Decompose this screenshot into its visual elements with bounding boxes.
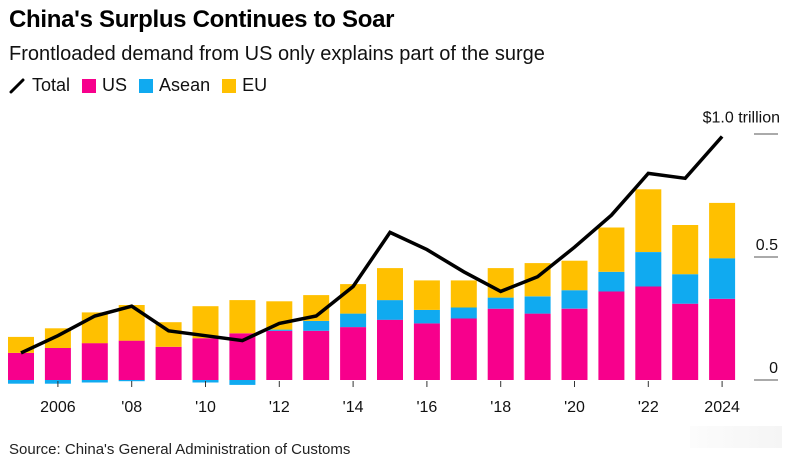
bar-eu-2022 <box>635 189 662 252</box>
bar-eu-2023 <box>672 225 699 275</box>
y-tick-label: 0 <box>769 360 778 377</box>
x-tick-label: '08 <box>121 399 142 416</box>
x-tick-label: '22 <box>638 399 659 416</box>
watermark <box>690 426 782 448</box>
bar-asean-2015 <box>377 300 403 320</box>
bar-us-2007 <box>81 343 108 380</box>
bar-us-2015 <box>377 319 403 380</box>
bar-us-2018 <box>487 308 514 380</box>
square-icon-us <box>82 78 97 93</box>
bar-eu-2024 <box>709 202 736 259</box>
y-tick-label: 0.5 <box>756 237 778 254</box>
chart-title: China's Surplus Continues to Soar <box>9 6 395 33</box>
bar-us-2020 <box>561 308 588 380</box>
chart-subtitle: Frontloaded demand from US only explains… <box>9 43 545 65</box>
x-tick-label: '14 <box>343 399 364 416</box>
bar-asean-2019 <box>524 296 551 314</box>
bar-asean-2023 <box>672 274 699 304</box>
bar-eu-2020 <box>561 260 588 291</box>
bar-asean-2012 <box>266 329 293 331</box>
bar-us-2016 <box>413 323 440 380</box>
x-tick-label: '20 <box>564 399 585 416</box>
bar-us-2022 <box>635 286 662 380</box>
bar-asean-2008 <box>118 380 145 382</box>
bar-us-2009 <box>155 346 182 380</box>
legend-label-asean: Asean <box>159 75 211 95</box>
x-tick-label: '10 <box>195 399 216 416</box>
bar-asean-2020 <box>561 290 588 309</box>
bar-eu-2011 <box>229 300 256 334</box>
annotation-label: $1.0 trillion <box>703 109 780 126</box>
x-tick-label: 2006 <box>40 399 76 416</box>
line-total <box>20 135 724 355</box>
bar-us-2006 <box>44 348 71 380</box>
legend-item-total: Total <box>9 75 70 96</box>
bar-asean-2022 <box>635 252 662 287</box>
bar-eu-2012 <box>266 301 293 330</box>
x-tick-label: '18 <box>490 399 511 416</box>
bar-asean-2007 <box>81 380 108 383</box>
bar-asean-2017 <box>450 307 477 319</box>
bar-eu-2021 <box>598 227 625 272</box>
square-icon-asean <box>139 78 154 93</box>
x-tick-label: '16 <box>416 399 437 416</box>
bar-us-2008 <box>118 340 145 380</box>
bar-asean-2005 <box>8 380 34 384</box>
legend-item-asean: Asean <box>139 75 210 96</box>
legend-item-eu: EU <box>222 75 267 96</box>
bar-us-2012 <box>266 330 293 380</box>
source-note: Source: China's General Administration o… <box>9 441 351 458</box>
legend-label-eu: EU <box>242 75 268 95</box>
bar-us-2013 <box>303 330 330 380</box>
bar-us-2014 <box>340 327 367 380</box>
bar-us-2010 <box>192 338 219 380</box>
legend: Total US Asean EU <box>9 75 279 96</box>
bar-asean-2016 <box>413 309 440 324</box>
bar-asean-2018 <box>487 297 514 309</box>
bar-asean-2013 <box>303 321 330 331</box>
bar-eu-2017 <box>450 280 477 308</box>
legend-label-total: Total <box>32 75 71 95</box>
bar-eu-2016 <box>413 280 440 310</box>
bar-us-2023 <box>672 303 699 380</box>
bar-us-2024 <box>709 298 736 380</box>
bar-us-2017 <box>450 318 477 380</box>
bar-asean-2021 <box>598 271 625 292</box>
bar-us-2019 <box>524 313 551 380</box>
line-icon <box>9 78 25 93</box>
bar-asean-2024 <box>709 258 736 299</box>
bar-eu-2014 <box>340 284 367 314</box>
x-tick-label: 2024 <box>704 399 740 416</box>
legend-label-us: US <box>102 75 128 95</box>
legend-item-us: US <box>82 75 127 96</box>
bar-asean-2014 <box>340 313 367 328</box>
bar-us-2021 <box>598 291 625 380</box>
bar-us-2005 <box>8 352 34 380</box>
bar-asean-2011 <box>229 380 256 385</box>
bar-eu-2015 <box>377 268 403 301</box>
x-tick-label: '12 <box>269 399 290 416</box>
square-icon-eu <box>222 78 237 93</box>
